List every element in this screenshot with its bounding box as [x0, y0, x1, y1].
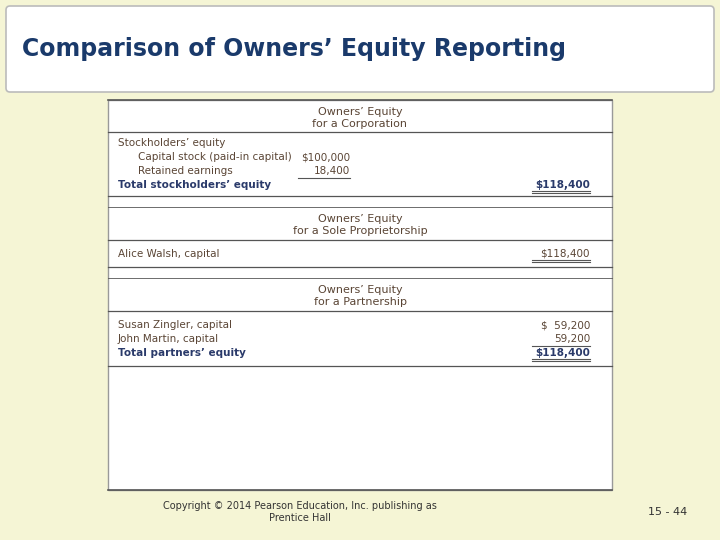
- Text: Owners’ Equity: Owners’ Equity: [318, 214, 402, 224]
- Text: Owners’ Equity: Owners’ Equity: [318, 107, 402, 117]
- Text: Stockholders’ equity: Stockholders’ equity: [118, 138, 225, 148]
- Text: 18,400: 18,400: [314, 166, 350, 176]
- Text: $118,400: $118,400: [535, 348, 590, 358]
- Text: Owners’ Equity: Owners’ Equity: [318, 285, 402, 295]
- Text: Susan Zingler, capital: Susan Zingler, capital: [118, 320, 232, 330]
- Text: Capital stock (paid-in capital): Capital stock (paid-in capital): [138, 152, 292, 162]
- FancyBboxPatch shape: [108, 100, 612, 490]
- Text: for a Partnership: for a Partnership: [313, 297, 407, 307]
- Text: Alice Walsh, capital: Alice Walsh, capital: [118, 249, 220, 259]
- Text: Retained earnings: Retained earnings: [138, 166, 233, 176]
- Text: for a Corporation: for a Corporation: [312, 119, 408, 129]
- Text: 15 - 44: 15 - 44: [649, 507, 688, 517]
- Text: Total partners’ equity: Total partners’ equity: [118, 348, 246, 358]
- Text: 59,200: 59,200: [554, 334, 590, 344]
- Text: $100,000: $100,000: [301, 152, 350, 162]
- Text: for a Sole Proprietorship: for a Sole Proprietorship: [293, 226, 427, 236]
- Text: $118,400: $118,400: [535, 180, 590, 190]
- Text: Copyright © 2014 Pearson Education, Inc. publishing as
Prentice Hall: Copyright © 2014 Pearson Education, Inc.…: [163, 501, 437, 523]
- FancyBboxPatch shape: [6, 6, 714, 92]
- Text: Total stockholders’ equity: Total stockholders’ equity: [118, 180, 271, 190]
- Text: $118,400: $118,400: [541, 249, 590, 259]
- Text: John Martin, capital: John Martin, capital: [118, 334, 219, 344]
- Text: $  59,200: $ 59,200: [541, 320, 590, 330]
- Text: Comparison of Owners’ Equity Reporting: Comparison of Owners’ Equity Reporting: [22, 37, 566, 61]
